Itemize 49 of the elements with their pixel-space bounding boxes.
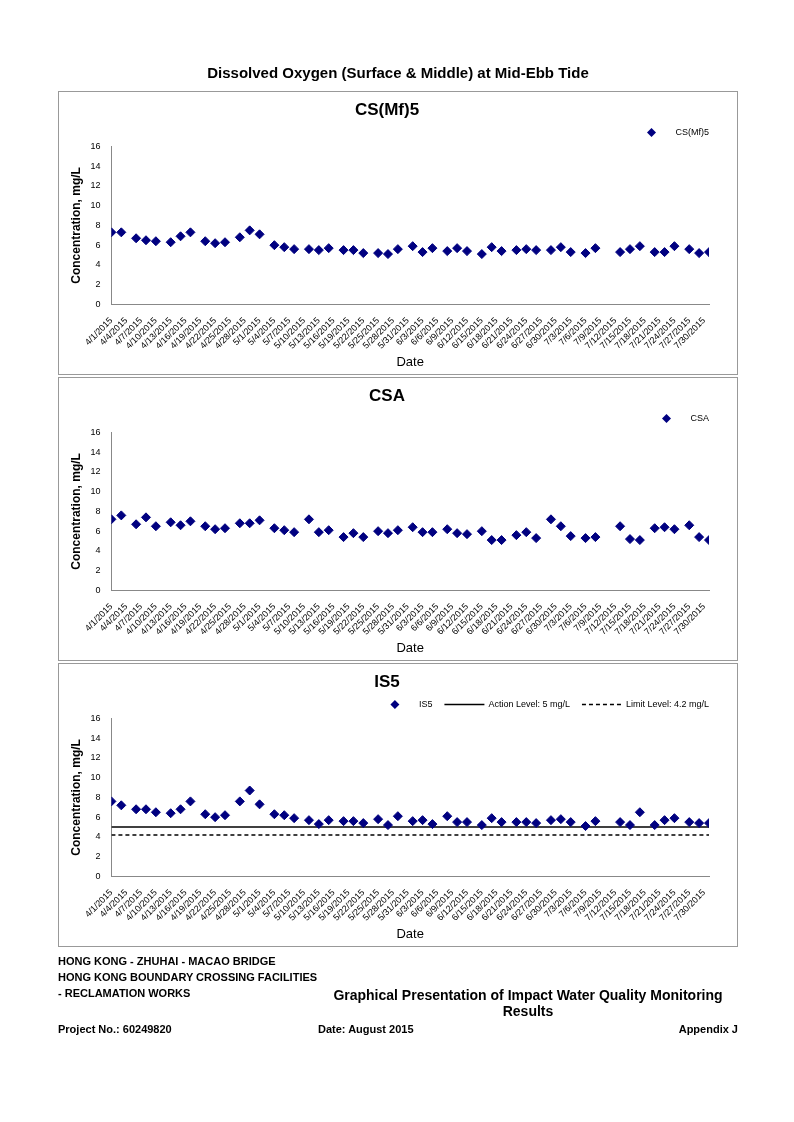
y-axis-title: Concentration, mg/L [68, 739, 83, 856]
y-tick-label: 12 [90, 180, 101, 191]
y-tick-label: 14 [90, 446, 101, 457]
x-axis-title: Date [396, 639, 424, 655]
y-tick-label: 0 [95, 298, 101, 309]
y-tick-label: 4 [95, 259, 101, 270]
y-tick-label: 6 [95, 239, 101, 250]
y-tick-label: 16 [90, 140, 101, 151]
y-tick-label: 2 [95, 851, 101, 862]
y-tick-label: 2 [95, 565, 101, 576]
y-tick-label: 4 [95, 831, 101, 842]
y-tick-label: 8 [95, 791, 101, 802]
text: - RECLAMATION WORKS [58, 987, 192, 999]
text: Project No.: 60249820 [58, 1023, 173, 1035]
text: Dissolved Oxygen (Surface & Middle) at Mid-Ebb Tide [206, 63, 590, 83]
legend-label: Limit Level: 4.2 mg/L [625, 698, 710, 709]
y-tick-label: 6 [95, 525, 101, 536]
y-tick-label: 8 [95, 219, 101, 230]
text: Date: August 2015 [318, 1023, 415, 1035]
y-tick-label: 12 [90, 466, 101, 477]
y-tick-label: 0 [95, 584, 101, 595]
y-tick-label: 10 [90, 772, 101, 783]
text: Appendix J [677, 1023, 738, 1035]
y-tick-label: 10 [90, 486, 101, 497]
y-axis-title: Concentration, mg/L [68, 453, 83, 570]
y-axis-title: Concentration, mg/L [68, 167, 83, 284]
y-tick-label: 2 [95, 279, 101, 290]
legend-label: Action Level: 5 mg/L [488, 698, 570, 709]
chart-title: CSA [369, 385, 405, 405]
y-tick-label: 4 [95, 545, 101, 556]
y-tick-label: 8 [95, 505, 101, 516]
chart-title: CS(Mf)5 [354, 99, 420, 119]
x-axis-title: Date [396, 925, 424, 941]
y-tick-label: 6 [95, 811, 101, 822]
text: HONG KONG - ZHUHAI - MACAO BRIDGE [58, 955, 277, 967]
y-tick-label: 0 [95, 870, 101, 881]
legend-label: CSA [690, 412, 710, 423]
x-axis-title: Date [396, 353, 424, 369]
y-tick-label: 16 [90, 426, 101, 437]
y-tick-label: 16 [90, 712, 101, 723]
legend-label: IS5 [418, 698, 433, 709]
chart-title: IS5 [374, 671, 400, 691]
y-tick-label: 14 [90, 160, 101, 171]
y-tick-label: 12 [90, 752, 101, 763]
y-tick-label: 10 [90, 200, 101, 211]
text: HONG KONG BOUNDARY CROSSING FACILITIES [58, 971, 318, 983]
legend-label: CS(Mf)5 [675, 126, 709, 137]
y-tick-label: 14 [90, 732, 101, 743]
text: Graphical Presentation of Impact Water Quality Monitoring Results [332, 987, 724, 1019]
